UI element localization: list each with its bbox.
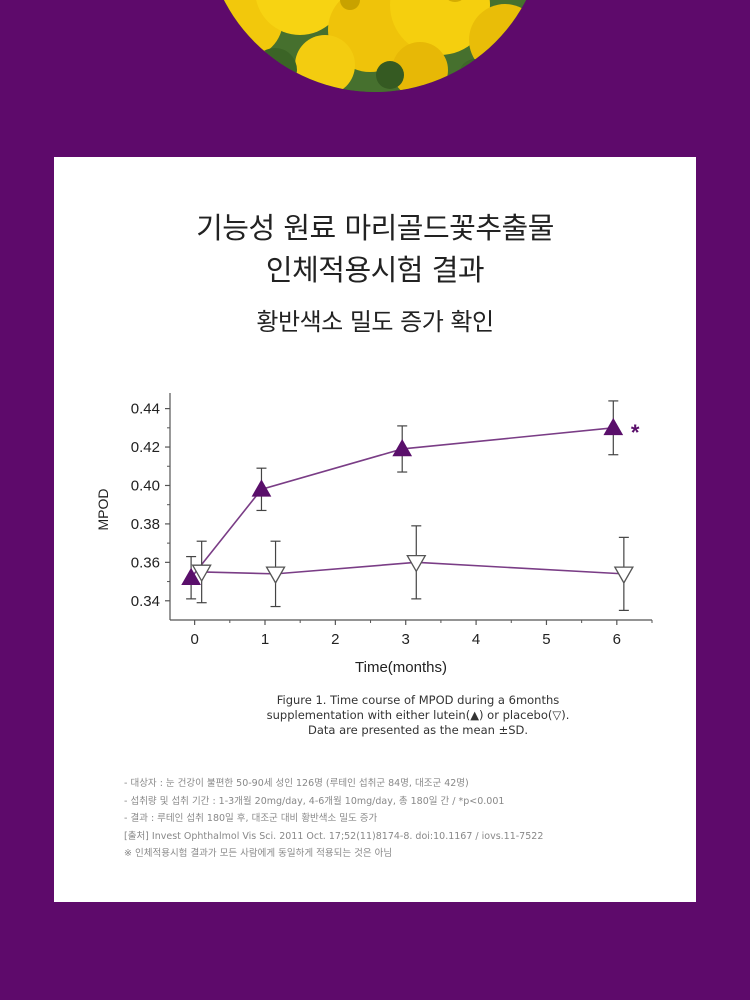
x-tick-label-4: 4 <box>472 631 480 648</box>
series-0-point-0 <box>181 567 201 585</box>
note-source: [출처] Invest Ophthalmol Vis Sci. 2011 Oct… <box>124 830 544 842</box>
y-tick-label-5: 0.44 <box>131 401 160 418</box>
note-result: - 결과 : 루테인 섭취 180일 후, 대조군 대비 황반색소 밀도 증가 <box>124 813 378 824</box>
y-tick-label-4: 0.42 <box>131 439 160 456</box>
y-tick-label-0: 0.34 <box>131 593 160 610</box>
series-0-point-2 <box>392 438 413 457</box>
series-1-line <box>201 561 624 575</box>
series-1-point-0 <box>191 564 212 583</box>
y-tick-label-2: 0.38 <box>131 516 160 533</box>
note-subjects: - 대상자 : 눈 건강이 불편한 50-90세 성인 126명 (루테인 섭취… <box>124 778 469 789</box>
marigold-flower-image <box>205 0 545 92</box>
x-tick-label-2: 2 <box>331 631 339 648</box>
y-tick-label-3: 0.40 <box>131 477 160 494</box>
x-tick-label-6: 6 <box>613 631 621 648</box>
significance-asterisk: * <box>631 420 640 445</box>
note-disclaimer: ※ 인체적용시험 결과가 모든 사람에게 동일하게 적용되는 것은 아님 <box>124 848 393 859</box>
page-title: 기능성 원료 마리골드꽃추출물 인체적용시험 결과 <box>196 211 554 287</box>
series-1-point-2 <box>406 554 427 573</box>
series-0-point-3 <box>603 417 624 436</box>
y-tick-label-1: 0.36 <box>131 554 160 571</box>
series-0-line <box>190 427 614 579</box>
y-axis-label: MPOD <box>95 489 111 531</box>
series-1-point-1 <box>265 566 286 585</box>
figure-caption: Figure 1. Time course of MPOD during a 6… <box>266 693 570 737</box>
study-notes: - 대상자 : 눈 건강이 불편한 50-90세 성인 126명 (루테인 섭취… <box>124 775 684 863</box>
series-0-point-1 <box>251 479 272 497</box>
x-tick-label-5: 5 <box>542 631 550 648</box>
x-axis-label: Time(months) <box>355 659 447 676</box>
x-tick-label-0: 0 <box>190 631 198 648</box>
result-card: 기능성 원료 마리골드꽃추출물 인체적용시험 결과 황반색소 밀도 증가 확인 … <box>54 157 696 902</box>
series-1-point-3 <box>613 566 634 585</box>
subtitle: 황반색소 밀도 증가 확인 <box>256 308 494 336</box>
x-tick-label-3: 3 <box>402 631 410 648</box>
note-dosage: - 섭취량 및 섭취 기간 : 1-3개월 20mg/day, 4-6개월 10… <box>124 795 505 807</box>
mpod-chart: 0.34 0.36 0.38 0.40 0.42 0.44 0 1 2 3 4 5 6 Time(mont… <box>95 393 653 676</box>
x-tick-label-1: 1 <box>261 631 269 648</box>
